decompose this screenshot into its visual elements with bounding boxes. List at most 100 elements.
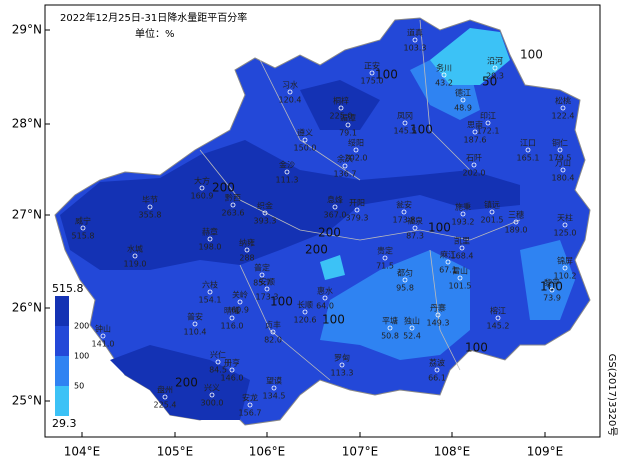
station-name: 息烽 [327,195,343,205]
station-value: 122.4 [552,112,575,121]
legend-swatch [55,296,69,326]
station-name: 正安 [364,61,380,71]
station-dot [262,210,268,216]
station-dot [459,245,465,251]
station-name: 湄潭 [340,114,356,123]
station-value: 73.9 [543,294,561,303]
station-dot [457,275,463,281]
station-dot [460,97,466,103]
station-value: 146.0 [221,374,244,383]
contour-label: 100 [410,123,433,137]
station-name: 关岭 [232,290,248,300]
station-dot [247,402,253,408]
station-dot [237,299,243,305]
station-name: 普安 [187,312,203,322]
station-dot [471,162,477,168]
station-name: 余庆 [337,154,353,164]
station-name: 凯里 [454,236,470,246]
province [54,17,591,426]
contour-label: 200 [212,181,235,195]
station-name: 思南 [467,120,483,130]
unit: 单位：% [135,27,175,40]
station-value: 67.1 [439,266,457,275]
lon-label: 104°E [64,445,101,459]
station-name: 万山 [555,158,571,168]
station-value: 95.8 [396,284,414,293]
station-name: 金沙 [279,160,295,170]
station-value: 101.5 [449,282,472,291]
station-name: 务川 [436,63,452,73]
station-dot [557,147,563,153]
station-name: 荔波 [429,358,445,368]
legend-level: 200 [74,322,89,331]
contour-label: 200 [318,226,341,240]
station-dot [192,321,198,327]
station-dot [513,219,519,225]
station-dot [560,105,566,111]
station-dot [264,286,270,292]
station-value: 202.0 [463,169,486,178]
station-value: 173.8 [393,216,416,225]
station-dot [80,225,86,231]
station-name: 平塘 [382,316,398,326]
station-dot [332,204,338,210]
title: 2022年12月25日-31日降水量距平百分率 [60,11,247,24]
station-name: 贵定 [377,246,393,256]
station-value: 149.3 [427,319,450,328]
lat-label: 26°N [12,301,42,315]
station-dot [342,163,348,169]
station-value: 136.7 [334,170,357,179]
station-name: 安龙 [242,393,258,403]
station-value: 110.4 [184,328,207,337]
station-dot [100,333,106,339]
station-value: 156.7 [239,409,262,418]
station-value: 79.1 [339,129,357,138]
station-dot [402,277,408,283]
station-value: 168.4 [451,252,474,261]
station-value: 145.2 [487,322,510,331]
station-value: 150.0 [294,144,317,153]
station-name: 石阡 [466,154,482,163]
station-value: 87.3 [406,232,424,241]
station-dot [382,255,388,261]
station-value: 125.0 [554,229,577,238]
station-value: 202.0 [345,154,368,163]
station-name: 施秉 [455,202,471,212]
station-value: 145.5 [394,127,417,136]
contour-label: 100 [270,295,293,309]
station-name: 丹寨 [430,303,446,313]
station-value: 288 [239,254,254,263]
station-name: 罗甸 [334,353,350,363]
station-dot [270,329,276,335]
station-dot [434,367,440,373]
station-dot [284,169,290,175]
station-value: 113.3 [331,369,354,378]
station-value: 193.2 [452,218,475,227]
legend: 515.8 29.3 200 100 50 [52,282,89,430]
station-value: 201.5 [481,216,504,225]
station-value: 355.8 [139,211,162,220]
station-dot [338,105,344,111]
station-dot [132,253,138,259]
station-dot [549,287,555,293]
contour-label: 100 [540,280,563,294]
lon-label: 106°E [249,445,286,459]
station-value: 165.1 [517,154,540,163]
legend-swatch [55,326,69,356]
station-value: 82.0 [264,336,282,345]
station-value: 300.0 [201,399,224,408]
station-name: 印江 [480,112,496,121]
station-value: 64.0 [316,302,334,311]
station-name: 德江 [455,88,471,98]
lon-label: 105°E [157,445,194,459]
station-value: 50.8 [381,332,399,341]
station-name: 兴仁 [210,350,226,360]
station-name: 晴隆 [224,306,240,316]
station-name: 遵义 [297,128,313,138]
lon-label: 108°E [434,445,471,459]
station-dot [302,309,308,315]
station-value: 198.0 [199,243,222,252]
legend-min: 29.3 [52,417,77,430]
station-name: 赫章 [202,227,218,237]
station-dot [199,185,205,191]
